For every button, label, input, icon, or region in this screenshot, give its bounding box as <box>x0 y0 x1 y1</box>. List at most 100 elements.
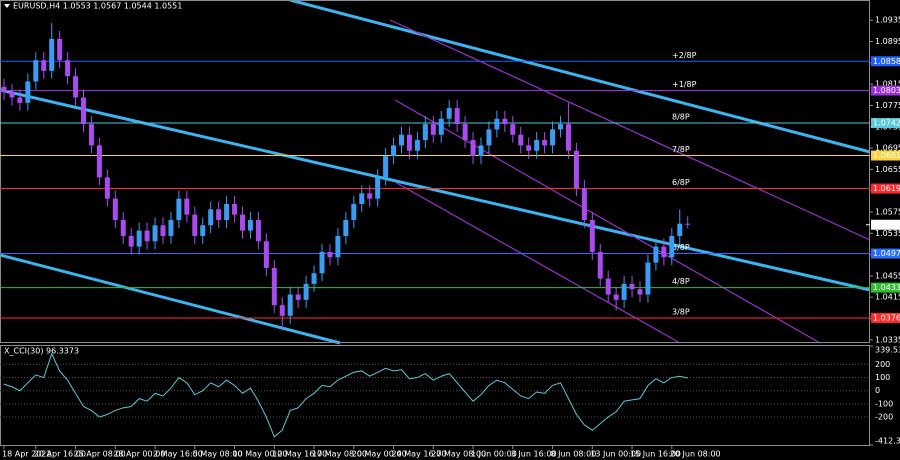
indicator-title: X_CCI(30) 96.3373 <box>4 347 79 356</box>
title-marker <box>4 4 10 8</box>
candle-body <box>526 145 532 151</box>
candle-body <box>17 97 23 103</box>
level-label: 3/8P <box>672 307 690 316</box>
candle-body <box>375 177 381 199</box>
candle-body <box>589 219 595 252</box>
candle-body <box>383 156 389 178</box>
x-tick-label: 8 Jun 08:00 <box>551 450 597 459</box>
candle-body <box>661 246 667 258</box>
y-tick-label: 1.0775 <box>875 101 900 110</box>
level-label: 5/8P <box>672 243 690 252</box>
level-price-box <box>871 56 900 67</box>
y-tick-label: 339.5376 <box>875 346 900 355</box>
x-tick-label: 1 Jun 00:00 <box>471 450 517 459</box>
level-label: +1/8P <box>672 80 697 89</box>
level-label: +2/8P <box>672 51 697 60</box>
candle-body <box>33 60 39 82</box>
candle-body <box>25 81 31 103</box>
y-tick-label: -200 <box>875 413 893 422</box>
candle-body <box>581 188 587 220</box>
y-tick-label: 100 <box>875 373 890 382</box>
x-tick-label: 2 May 16:00 <box>153 450 203 459</box>
candle-body <box>565 124 571 151</box>
x-tick-label: 24 May 16:00 <box>392 450 447 459</box>
candle-body <box>486 129 492 146</box>
x-tick-label: 10 May 00:00 <box>233 450 288 459</box>
candle-body <box>597 251 603 279</box>
x-tick-label: 12 May 16:00 <box>272 450 327 459</box>
level-label: 6/8P <box>672 178 690 187</box>
candle-body <box>454 108 460 125</box>
y-tick-label: 1.0895 <box>875 37 900 46</box>
candle-body <box>621 283 627 300</box>
level-label: 4/8P <box>672 277 690 286</box>
candle-body <box>573 150 579 189</box>
candle-body <box>351 203 357 220</box>
candle-body <box>343 219 349 236</box>
candle-body <box>653 246 659 263</box>
candle-body <box>263 241 269 268</box>
candle-body <box>327 251 333 258</box>
trend-line <box>289 0 871 154</box>
indicator-window <box>0 345 870 446</box>
candle-body <box>176 198 182 220</box>
x-tick-label: 13 Jun 00:00 <box>590 450 641 459</box>
candle-body <box>73 76 79 98</box>
level-price-box <box>871 248 900 259</box>
candle-body <box>255 219 261 242</box>
x-tick-label: 20 May 00:00 <box>352 450 407 459</box>
candle-body <box>279 305 285 316</box>
candle-body <box>470 140 476 157</box>
candle-body <box>605 278 611 295</box>
candle-body <box>391 145 397 157</box>
candle-body <box>685 223 691 225</box>
candle-body <box>192 214 198 236</box>
level-price: 1.0619 <box>873 184 900 193</box>
x-tick-label: 3 Jun 16:00 <box>511 450 557 459</box>
candle-body <box>41 60 47 71</box>
level-price-box <box>871 282 900 293</box>
candle-body <box>446 108 452 119</box>
candle-body <box>152 225 158 242</box>
candle-body <box>240 214 245 231</box>
candle-body <box>303 283 309 300</box>
level-label: 7/8P <box>672 145 690 154</box>
y-tick-label: 1.0455 <box>875 271 900 280</box>
candle-body <box>478 145 484 157</box>
y-tick-label: -412.3435 <box>875 437 900 446</box>
candle-body <box>104 177 110 199</box>
level-price-box <box>871 183 900 194</box>
level-price-box <box>871 150 900 161</box>
candle-body <box>65 60 71 77</box>
candle-body <box>168 219 174 236</box>
level-price-box <box>871 118 900 129</box>
level-price: 1.0858 <box>873 57 900 66</box>
y-tick-label: 1.0415 <box>875 293 900 302</box>
candle-body <box>57 38 63 61</box>
x-tick-label: 18 Apr 2022 <box>2 450 51 459</box>
candle-body <box>184 198 190 215</box>
candle-body <box>120 219 126 236</box>
candle-body <box>406 134 412 151</box>
candle-body <box>208 209 214 226</box>
candle-body <box>200 225 206 236</box>
x-tick-label: 28 Apr 00:00 <box>113 450 165 459</box>
level-price: 1.0681 <box>873 151 900 160</box>
candle-body <box>359 193 365 204</box>
candle-body <box>637 289 643 295</box>
candle-body <box>669 235 675 258</box>
y-tick-label: 1.0695 <box>875 144 900 153</box>
candle-body <box>81 97 86 125</box>
candle-body <box>399 134 404 146</box>
candle-body <box>232 203 238 215</box>
x-tick-label: 20 Apr 16:00 <box>34 450 86 459</box>
candle-body <box>224 203 230 220</box>
x-tick-label: 5 May 08:00 <box>193 450 243 459</box>
level-price: 1.0803 <box>873 86 900 95</box>
y-tick-label: 1.0535 <box>875 229 900 238</box>
level-label: 8/8P <box>672 113 690 122</box>
candle-body <box>128 235 134 247</box>
candle-body <box>518 134 524 146</box>
